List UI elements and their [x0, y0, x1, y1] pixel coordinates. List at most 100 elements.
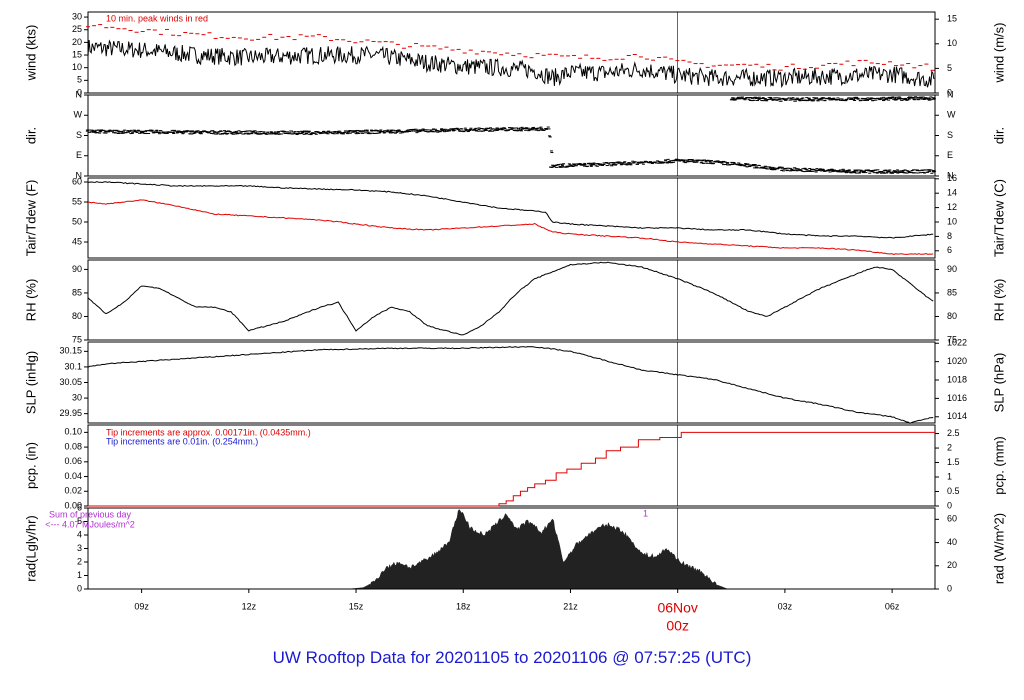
pcp-ylabel: pcp. (in) — [23, 442, 38, 489]
dir-point — [376, 130, 380, 132]
dir-point — [924, 98, 928, 100]
dir-point — [885, 172, 889, 174]
dir-point — [782, 170, 786, 172]
dir-point — [666, 162, 670, 164]
dir-point — [388, 131, 392, 133]
dir-point — [653, 161, 657, 163]
dir-point — [704, 161, 708, 163]
dir-point — [897, 98, 901, 100]
dir-point — [296, 131, 300, 133]
dir-point — [932, 170, 936, 172]
dir-right-tick-label: W — [947, 110, 956, 120]
dir-point — [878, 98, 882, 100]
rad-sum-note: Sum of previous day — [49, 509, 132, 519]
pcp-panel-frame — [87, 424, 936, 507]
rad-ylabel-right: rad (W/m^2) — [991, 513, 1006, 584]
dir-point — [265, 133, 269, 135]
dir-point — [789, 97, 793, 99]
dir-point — [793, 167, 797, 169]
dir-point — [193, 131, 197, 133]
dir-point — [699, 162, 703, 164]
dir-point — [806, 170, 810, 172]
dir-point — [608, 162, 612, 164]
dir-point — [345, 130, 349, 132]
dir-point — [552, 166, 556, 168]
dir-point — [929, 99, 933, 101]
dir-point — [921, 96, 925, 98]
dir-point — [237, 130, 241, 132]
dir-point — [807, 97, 811, 99]
dir-point — [155, 129, 159, 131]
dir-point — [913, 172, 917, 174]
dir-point — [415, 132, 419, 134]
x-tick-label: 18z — [456, 601, 471, 611]
dir-point — [151, 131, 155, 133]
dir-point — [562, 163, 566, 165]
dir-point — [714, 161, 718, 163]
dir-point — [513, 129, 517, 131]
dir-point — [903, 172, 907, 174]
dir-point — [664, 159, 668, 161]
dir-point — [500, 127, 504, 129]
dir-point — [223, 131, 227, 133]
dir-point — [352, 130, 356, 132]
dir-point — [829, 97, 833, 99]
dir-point — [920, 98, 924, 100]
pcp-tip-note-blue: Tip increments are 0.01in. (0.254mm.) — [106, 436, 258, 446]
dir-point — [307, 131, 311, 133]
dir-point — [902, 172, 906, 174]
dir-point — [215, 133, 219, 135]
dir-point — [629, 164, 633, 166]
dir-point — [771, 169, 775, 171]
dir-point — [790, 168, 794, 170]
dir-point — [821, 168, 825, 170]
dir-point — [733, 163, 737, 165]
dir-point — [814, 171, 818, 173]
dir-point — [744, 163, 748, 165]
dir-point — [337, 132, 341, 134]
dir-point — [220, 132, 224, 134]
dir-point — [579, 164, 583, 166]
dir-point — [743, 99, 747, 101]
dir-point — [620, 163, 624, 165]
dir-point — [658, 162, 662, 164]
dir-point — [517, 129, 521, 131]
dir-point — [496, 127, 500, 129]
dir-point — [812, 168, 816, 170]
dir-point — [113, 132, 117, 134]
pcp-ytick-label: 0.06 — [64, 456, 82, 466]
dir-point — [873, 98, 877, 100]
dir-point — [175, 132, 179, 134]
dir-point — [383, 130, 387, 132]
dir-point — [794, 98, 798, 100]
dir-point — [850, 98, 854, 100]
dir-point — [545, 128, 549, 130]
dir-point — [733, 98, 737, 100]
dir-point — [287, 133, 291, 135]
dir-point — [524, 127, 528, 129]
dir-point — [836, 99, 840, 101]
dir-point — [508, 127, 512, 129]
dir-point — [919, 96, 923, 98]
dir-point — [219, 130, 223, 132]
dir-point — [168, 131, 172, 133]
dir-point — [780, 166, 784, 168]
dir-point — [121, 130, 125, 132]
dir-point — [270, 132, 274, 134]
dir-point — [832, 170, 836, 172]
dir-point — [341, 133, 345, 135]
dir-right-tick-label: S — [947, 130, 953, 140]
slp-series-line — [87, 346, 934, 424]
dir-point — [307, 130, 311, 132]
dir-point — [861, 98, 865, 100]
dir-point — [753, 164, 757, 166]
x-tick-label: 06z — [885, 601, 900, 611]
dir-point — [554, 164, 558, 166]
dir-point — [124, 132, 128, 134]
dir-point — [836, 97, 840, 99]
dir-point — [831, 98, 835, 100]
dir-point — [888, 169, 892, 171]
dir-point — [428, 129, 432, 131]
dir-point — [464, 129, 468, 131]
dir-point — [837, 170, 841, 172]
